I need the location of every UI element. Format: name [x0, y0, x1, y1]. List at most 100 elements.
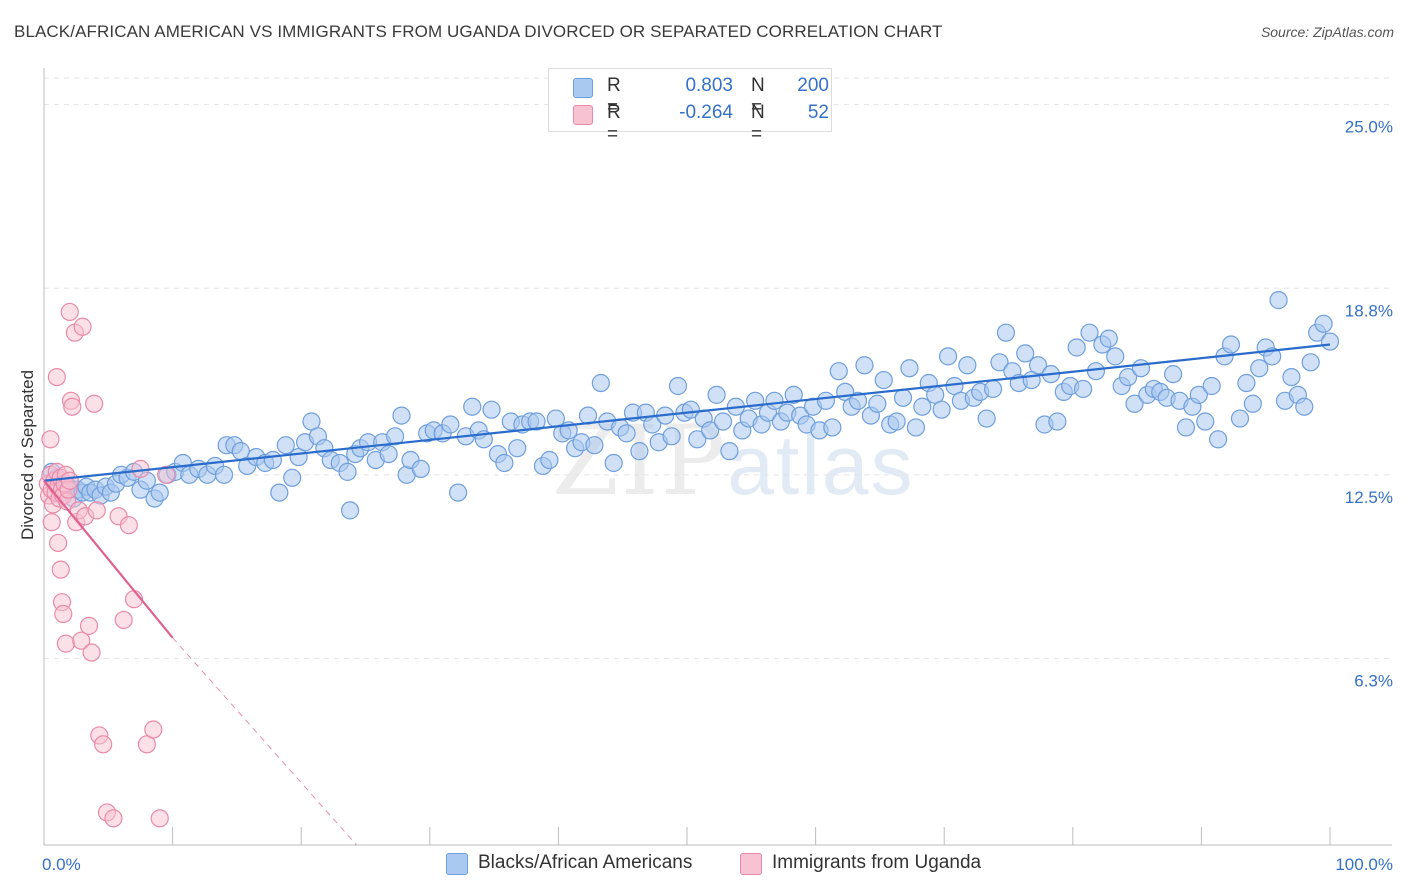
data-point-blacks	[977, 409, 996, 428]
legend-r-label: R =	[607, 102, 621, 145]
tick-labels: 6.3% 12.5% 18.8% 25.0% 0.0% 100.0%	[42, 118, 1393, 874]
data-point-blacks	[150, 483, 169, 502]
data-point-blacks	[630, 442, 649, 461]
data-point-blacks	[868, 394, 887, 413]
data-point-uganda	[60, 471, 79, 490]
data-point-blacks	[829, 362, 848, 381]
data-point-blacks	[1209, 430, 1228, 449]
data-point-blacks	[270, 483, 289, 502]
y-tick-label: 12.5%	[1345, 488, 1393, 507]
data-point-blacks	[1067, 338, 1086, 357]
data-point-uganda	[87, 501, 106, 520]
data-point-blacks	[1048, 412, 1067, 431]
data-point-blacks	[463, 397, 482, 416]
data-point-uganda	[54, 604, 73, 624]
data-point-blacks	[617, 424, 636, 443]
data-point-blacks	[540, 450, 559, 470]
data-point-blacks	[441, 415, 460, 434]
data-point-blacks	[283, 468, 302, 487]
data-point-blacks	[1243, 394, 1262, 413]
data-point-blacks	[1080, 323, 1099, 342]
data-point-uganda	[63, 397, 82, 416]
legend-n-value: 52	[807, 102, 829, 123]
data-point-blacks	[932, 400, 951, 419]
data-point-blacks	[816, 391, 835, 410]
data-point-blacks	[1295, 397, 1314, 416]
data-point-blacks	[1016, 344, 1035, 363]
data-point-blacks	[379, 444, 398, 464]
data-point-blacks	[906, 418, 926, 437]
data-point-uganda	[42, 513, 61, 532]
data-point-blacks	[1282, 368, 1301, 387]
data-point-blacks	[1131, 359, 1151, 378]
data-point-blacks	[990, 353, 1009, 372]
bottom-legend-label: Immigrants from Uganda	[772, 852, 982, 873]
legend-r-value: 0.803	[685, 75, 733, 96]
data-point-blacks	[855, 356, 874, 375]
data-point-blacks	[1086, 362, 1106, 381]
data-point-blacks	[1269, 291, 1288, 310]
data-point-blacks	[887, 412, 906, 431]
x-tick-label-max: 100.0%	[1335, 855, 1393, 874]
data-point-blacks	[263, 450, 283, 470]
data-point-blacks	[591, 373, 610, 393]
series-blacks-points	[42, 291, 1340, 520]
data-point-blacks	[720, 442, 739, 461]
data-point-blacks	[1106, 347, 1125, 366]
data-point-blacks	[983, 379, 1003, 399]
data-point-blacks	[276, 436, 295, 455]
data-point-blacks	[1118, 368, 1138, 387]
data-point-uganda	[157, 465, 176, 484]
data-point-blacks	[1237, 373, 1256, 393]
data-point-blacks	[448, 483, 468, 502]
data-point-uganda	[85, 394, 104, 413]
data-point-blacks	[1301, 353, 1320, 372]
data-point-uganda	[82, 643, 101, 662]
data-point-blacks	[823, 418, 842, 437]
series-uganda-points	[38, 302, 176, 828]
data-point-blacks	[996, 323, 1016, 342]
data-point-blacks	[900, 359, 919, 378]
data-point-blacks	[681, 400, 700, 419]
trendline-uganda-extrapolated	[172, 637, 357, 846]
data-point-blacks	[338, 462, 357, 481]
data-point-blacks	[1221, 335, 1241, 354]
data-point-blacks	[713, 412, 733, 431]
data-point-blacks	[958, 356, 977, 375]
data-point-uganda	[60, 302, 79, 322]
data-point-uganda	[104, 809, 123, 828]
data-point-blacks	[874, 370, 893, 390]
legend-n-label: N =	[751, 102, 765, 145]
data-point-blacks	[392, 406, 411, 425]
data-point-blacks	[1176, 418, 1196, 437]
legend-n-value: 200	[797, 75, 829, 96]
data-point-uganda	[114, 610, 133, 630]
grid-lines	[44, 77, 1392, 659]
y-axis-label: Divorced or Separated	[18, 369, 37, 541]
data-point-blacks	[495, 453, 514, 473]
data-point-blacks	[1073, 379, 1093, 399]
data-point-blacks	[1189, 385, 1208, 404]
y-tick-label: 25.0%	[1345, 118, 1393, 137]
data-point-blacks	[1320, 332, 1340, 351]
trendlines	[43, 343, 1331, 846]
y-tick-label: 6.3%	[1354, 671, 1393, 690]
data-point-blacks	[1028, 356, 1048, 375]
data-point-blacks	[1125, 394, 1144, 413]
data-point-uganda	[56, 634, 75, 653]
bottom-legend-swatch-pink	[740, 853, 762, 875]
data-point-blacks	[893, 388, 913, 407]
trendline-blacks	[43, 343, 1331, 482]
data-point-blacks	[1099, 329, 1118, 348]
data-point-uganda	[73, 317, 92, 336]
data-point-blacks	[1202, 376, 1221, 396]
data-point-blacks	[585, 436, 604, 455]
legend-n-label: N =	[751, 75, 765, 118]
data-point-blacks	[784, 385, 803, 404]
data-point-blacks	[848, 391, 868, 410]
data-point-uganda	[79, 616, 99, 635]
axes	[43, 68, 1392, 846]
y-tick-label: 18.8%	[1345, 301, 1393, 320]
source-label: Source: ZipAtlas.com	[1260, 24, 1394, 40]
